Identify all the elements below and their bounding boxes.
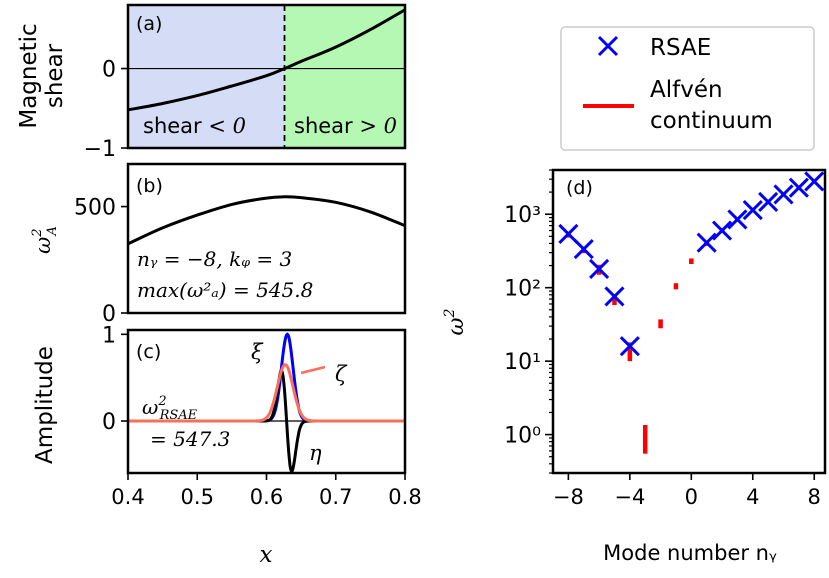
panel-d-xticks: −8 −4 0 4 8 [553,473,821,509]
panel-d-ytick-label: 10² [504,277,541,302]
panel-d-xtick-label: 8 [808,485,821,509]
panel-b-yticks: 0 500 [74,196,128,327]
panel-d-frame [551,168,827,475]
rsae-marker [711,220,733,241]
legend-rsae-label: RSAE [650,35,711,61]
panel-b-ytick-label: 0 [102,302,116,327]
zeta-label: ζ [335,362,348,386]
panel-a-ytick-label: 0 [102,58,116,83]
panel-d-ytick-label: 10⁰ [504,424,541,449]
rsae-frequency-label: ω2 RSAE [142,394,198,423]
rsae-markers [558,171,825,357]
rsae-marker [804,171,825,192]
panel-d-xtick-label: −8 [553,485,584,509]
panel-a-frame [126,3,407,150]
panel-b: 0 500 (b) nᵧ = −8, kᵩ = 3 max(ω²ₐ) = 545.… [30,162,407,327]
rsae-marker [788,177,809,198]
legend-continuum-label-line2: continuum [650,108,773,134]
panel-a-yticks: −1 0 [84,58,128,162]
panel-c-xlabel: x [260,542,273,568]
panel-a-ylabel-line2: shear [42,43,68,108]
rsae-marker [773,184,794,205]
panel-c-xtick-label: 0.6 [250,485,283,509]
xi-label: ξ [251,340,264,364]
panel-d-ylabel: ω2 [442,308,469,335]
panel-b-ytick-label: 500 [74,196,116,221]
panel-c-xtick-label: 0.5 [181,485,214,509]
panel-d-xtick-label: −4 [614,485,645,509]
panel-b-annotation-max: max(ω²ₐ) = 545.8 [137,278,313,302]
zeta-curve [128,363,405,423]
shear-positive-label: shear > 0 [294,114,397,138]
panel-d-ytick-label: 10³ [504,203,541,228]
eta-label: η [309,441,322,465]
panel-c-ytick-label: 0 [102,410,116,435]
alfven-frequency-curve [127,195,406,246]
zeta-pointer [300,365,326,375]
rsae-marker [727,209,748,230]
panel-b-label: (b) [136,175,163,197]
rsae-marker [758,191,779,212]
rsae-marker [589,258,610,279]
panel-c-ytick-label: 1 [102,323,116,348]
panel-a-label: (a) [136,13,162,35]
shear-negative-label: shear < 0 [143,114,246,138]
panel-d-xtick-label: 4 [746,485,759,509]
legend-continuum-label-line1: Alfvén [650,77,723,103]
alfven-continuum-bars [566,179,817,454]
panel-a-ytick-label: −1 [84,137,116,162]
rsae-marker [696,232,717,253]
panel-d-xtick-label: 0 [685,485,698,509]
panel-c-yticks: 01 [102,323,128,435]
shear-curve [127,8,406,112]
rsae-marker [558,223,579,244]
panel-a: −1 0 (a) shear < 0 shear > 0 Magnetic she… [16,3,407,162]
positive-shear-region [284,5,405,148]
rsae-marker [742,199,763,221]
panel-c-xticks: 0.4 0.5 0.6 0.7 0.8 [111,473,422,509]
panel-b-annotation-params: nᵧ = −8, kᵩ = 3 [137,247,292,271]
panel-c-ylabel: Amplitude [32,346,58,464]
panel-c-label: (c) [136,341,161,363]
legend-box [560,26,815,151]
rsae-marker [604,286,625,307]
panel-c-xtick-label: 0.8 [388,485,421,509]
panel-d-label: (d) [566,177,593,199]
panel-d-xlabel: Mode number nᵧ [603,541,777,565]
panel-d-yticks: 10⁰ 10¹ 10² 10³ [504,169,553,474]
panel-c: 01 0.4 0.5 0.6 0.7 0.8 (c) ξ ζ η ω2 RSAE = 54… [32,323,422,568]
legend: RSAE Alfvén continuum [560,26,815,151]
panel-c-xtick-label: 0.7 [319,485,352,509]
panel-a-ylabel-line1: Magnetic [16,23,42,128]
panel-b-ylabel: ω2A [30,226,60,254]
panel-d-ytick-label: 10¹ [504,350,541,375]
rsae-marker [573,239,594,260]
panel-c-xtick-label: 0.4 [111,485,144,509]
rsae-marker [619,336,640,357]
rsae-frequency-value: = 547.3 [150,427,230,451]
panel-b-frame [126,162,407,315]
panel-c-frame [126,328,407,475]
negative-shear-region [128,5,285,148]
legend-rsae-marker [597,35,619,57]
